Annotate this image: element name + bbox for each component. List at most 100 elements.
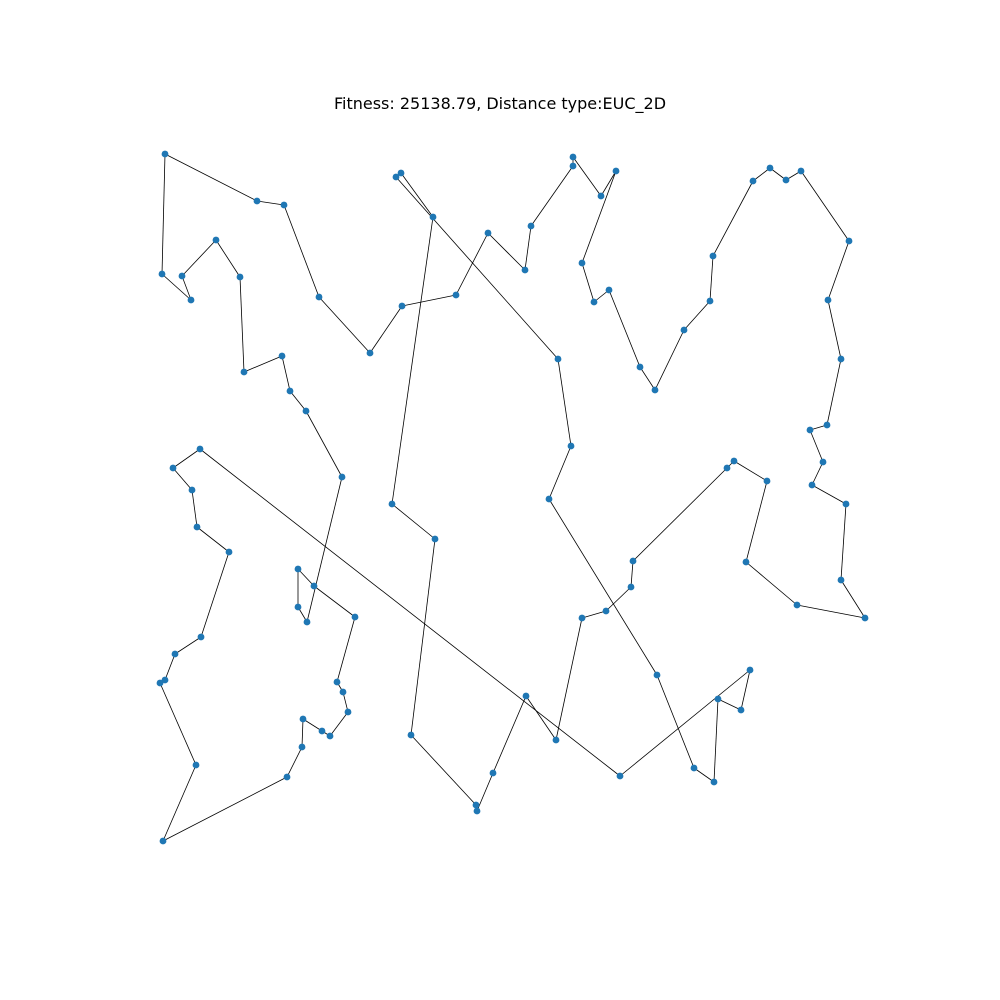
city-point <box>159 837 167 845</box>
tour-edge <box>683 300 711 331</box>
city-point <box>746 666 754 674</box>
city-point <box>407 731 415 739</box>
city-point <box>651 386 659 394</box>
city-point <box>737 706 745 714</box>
tour-edge <box>811 461 824 486</box>
tour-edge <box>752 167 771 182</box>
city-point <box>169 464 177 472</box>
city-point <box>197 633 205 641</box>
tour-edge <box>555 617 583 741</box>
tour-edge <box>302 718 323 732</box>
city-point <box>472 801 480 809</box>
tour-edge <box>809 429 824 463</box>
tour-edge <box>826 358 842 426</box>
city-point <box>680 326 688 334</box>
city-point <box>552 736 560 744</box>
city-point <box>294 565 302 573</box>
tour-edge <box>161 273 192 301</box>
city-point <box>240 368 248 376</box>
tour-edge <box>656 674 695 769</box>
tour-edge <box>796 604 866 619</box>
tour-edge <box>283 204 320 298</box>
city-point <box>333 678 341 686</box>
city-point <box>522 692 530 700</box>
city-point <box>861 614 869 622</box>
tour-edge <box>395 176 559 360</box>
tour-edge <box>745 480 768 563</box>
city-point <box>188 486 196 494</box>
tour-edge <box>608 289 641 368</box>
tour-edge <box>455 232 489 296</box>
city-point <box>823 421 831 429</box>
city-point <box>278 352 286 360</box>
tour-edge <box>572 156 602 197</box>
tour-edge <box>162 776 288 842</box>
tour-edge <box>318 296 371 354</box>
city-point <box>318 727 326 735</box>
city-point <box>782 176 790 184</box>
tour-edge <box>524 225 532 271</box>
city-point <box>315 293 323 301</box>
tour-edge <box>632 467 728 562</box>
tour-edge <box>306 476 343 623</box>
tour-edge <box>530 165 574 227</box>
city-point <box>294 603 302 611</box>
city-point <box>627 583 635 591</box>
tour-edge <box>487 232 526 271</box>
city-point <box>521 266 529 274</box>
tour-edge <box>619 669 751 777</box>
city-point <box>280 201 288 209</box>
city-nodes <box>156 150 869 845</box>
tour-edge <box>301 718 304 748</box>
city-point <box>742 558 750 566</box>
tour-edge <box>605 586 632 612</box>
tour-edge <box>492 695 527 774</box>
tour-edge <box>369 305 403 354</box>
tour-edge <box>289 390 307 412</box>
tour-edge <box>733 460 768 482</box>
tour-edges <box>159 153 866 842</box>
city-point <box>171 650 179 658</box>
tour-edge <box>581 170 617 264</box>
tour-edge <box>162 764 197 842</box>
city-point <box>763 477 771 485</box>
city-point <box>766 164 774 172</box>
city-point <box>797 167 805 175</box>
tour-edge <box>391 503 436 540</box>
city-point <box>808 481 816 489</box>
tour-edge <box>164 153 258 202</box>
tour-edge <box>840 579 866 619</box>
tour-edge <box>630 560 634 588</box>
city-point <box>388 500 396 508</box>
tour-edge <box>410 538 436 736</box>
city-point <box>339 688 347 696</box>
tour-edge <box>191 489 198 528</box>
tour-edge <box>827 299 842 360</box>
city-point <box>569 162 577 170</box>
tour-edge <box>693 767 715 783</box>
city-point <box>302 407 310 415</box>
tour-edge <box>476 772 494 812</box>
city-point <box>431 535 439 543</box>
city-point <box>690 764 698 772</box>
city-point <box>567 442 575 450</box>
tour-edge <box>548 445 572 500</box>
tour-edge <box>709 255 714 302</box>
chart-title: Fitness: 25138.79, Distance type:EUC_2D <box>333 94 667 113</box>
tour-edge <box>581 610 607 619</box>
tour-edge <box>717 698 742 711</box>
city-point <box>612 167 620 175</box>
city-point <box>842 500 850 508</box>
city-point <box>793 601 801 609</box>
city-point <box>303 618 311 626</box>
city-point <box>824 296 832 304</box>
tour-edge <box>342 691 349 713</box>
tour-edge <box>600 170 617 197</box>
tour-edge <box>243 355 283 373</box>
city-point <box>298 743 306 751</box>
tour-edge <box>200 551 230 638</box>
city-point <box>178 272 186 280</box>
city-point <box>161 676 169 684</box>
city-point <box>452 291 460 299</box>
